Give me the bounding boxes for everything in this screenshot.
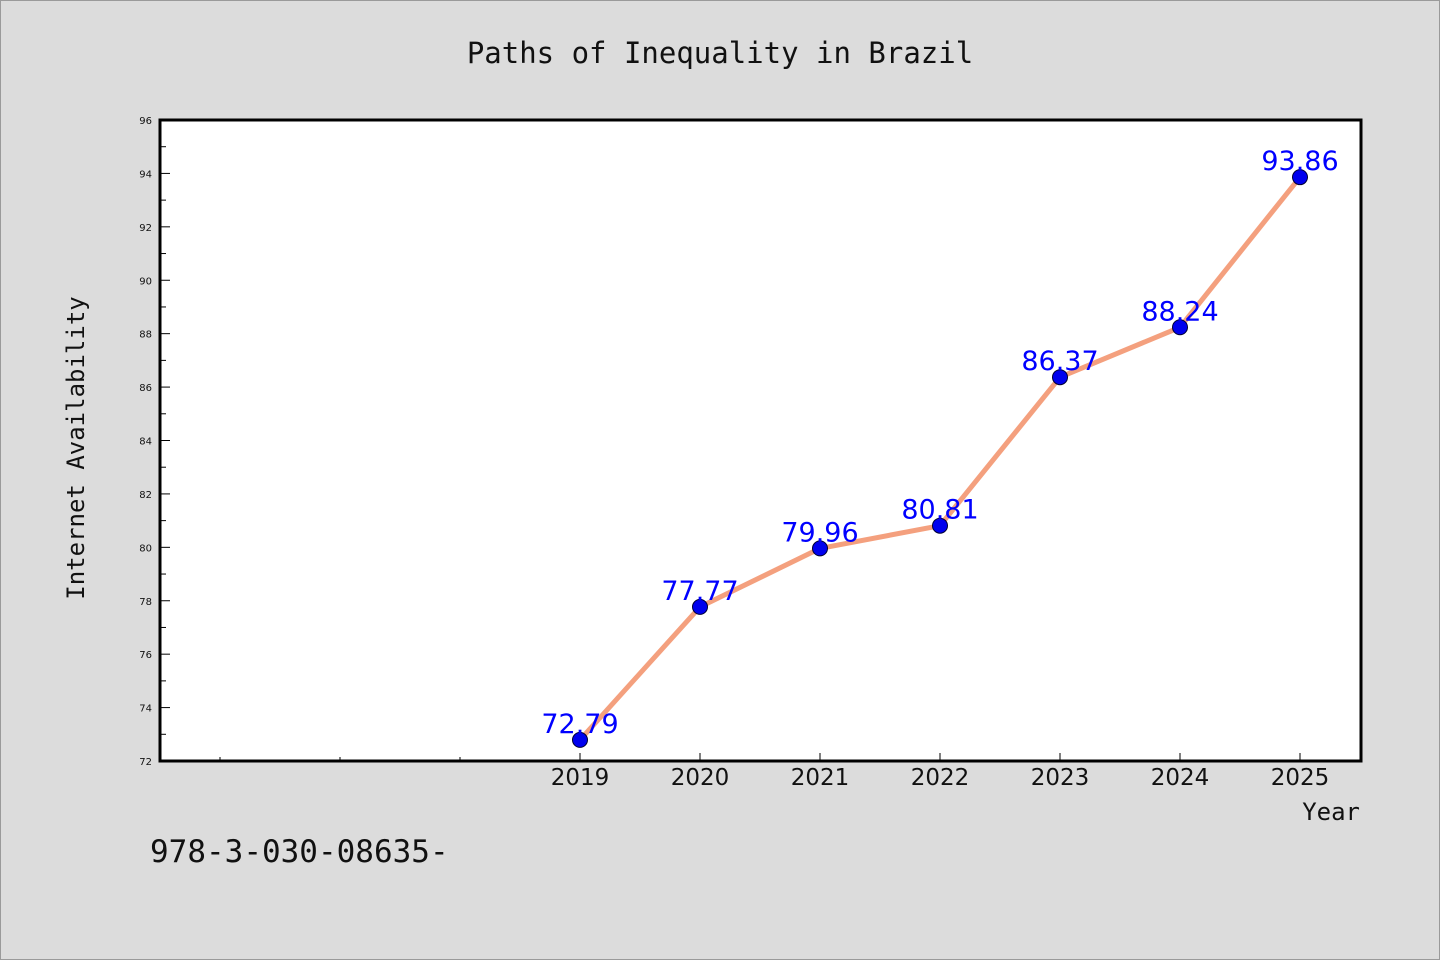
- y-tick-label: 86: [139, 383, 152, 394]
- plot-border: [158, 118, 1363, 763]
- y-tick-label: 96: [139, 116, 152, 127]
- data-point: [1172, 319, 1188, 336]
- y-tick-label: 94: [139, 169, 152, 180]
- y-tick-label: 88: [139, 330, 152, 341]
- plot-area: [160, 120, 1361, 761]
- x-tick-label: 2023: [1031, 765, 1090, 791]
- y-axis: 72 74 76 78 80 82 84 86 88 90 92 94 96: [139, 116, 170, 768]
- y-tick-label: 84: [139, 437, 152, 448]
- y-tick-label: 92: [139, 223, 152, 234]
- data-point: [1292, 169, 1308, 186]
- y-axis-label: Internet Availability: [62, 296, 90, 599]
- y-tick-label: 74: [139, 704, 152, 715]
- x-tick-label: 2024: [1151, 765, 1210, 791]
- data-label: 93.86: [1261, 146, 1338, 177]
- data-label: 88.24: [1141, 296, 1218, 327]
- y-tick-label: 76: [139, 650, 152, 661]
- data-point: [692, 598, 708, 615]
- y-tick-label: 80: [139, 543, 152, 554]
- x-tick-label: 2025: [1271, 765, 1330, 791]
- chart-title: Paths of Inequality in Brazil: [467, 36, 973, 70]
- x-tick-label: 2020: [671, 765, 730, 791]
- data-label: 80.81: [901, 495, 978, 526]
- y-tick-label: 72: [139, 757, 152, 768]
- footnote-text: 978-3-030-08635-: [150, 834, 449, 870]
- series-layer: 72.79 77.77 79.96 80.81 86.37 88.24 93.86: [541, 146, 1339, 748]
- x-tick-label: 2022: [911, 765, 970, 791]
- x-tick-label: 2021: [791, 765, 850, 791]
- data-point: [1052, 369, 1068, 386]
- x-tick-label: 2019: [551, 765, 610, 791]
- y-tick-label: 90: [139, 276, 152, 287]
- y-tick-label: 82: [139, 490, 152, 501]
- y-tick-label: 78: [139, 597, 152, 608]
- data-label: 72.79: [541, 709, 618, 740]
- data-point: [932, 517, 948, 534]
- x-axis: 2019 2020 2021 2022 2023 2024 2025: [219, 753, 1330, 791]
- data-label: 79.96: [781, 517, 858, 548]
- data-label: 77.77: [661, 576, 738, 607]
- data-point: [812, 540, 828, 557]
- data-point: [572, 731, 588, 748]
- x-axis-label: Year: [1302, 798, 1360, 826]
- data-label: 86.37: [1021, 346, 1098, 377]
